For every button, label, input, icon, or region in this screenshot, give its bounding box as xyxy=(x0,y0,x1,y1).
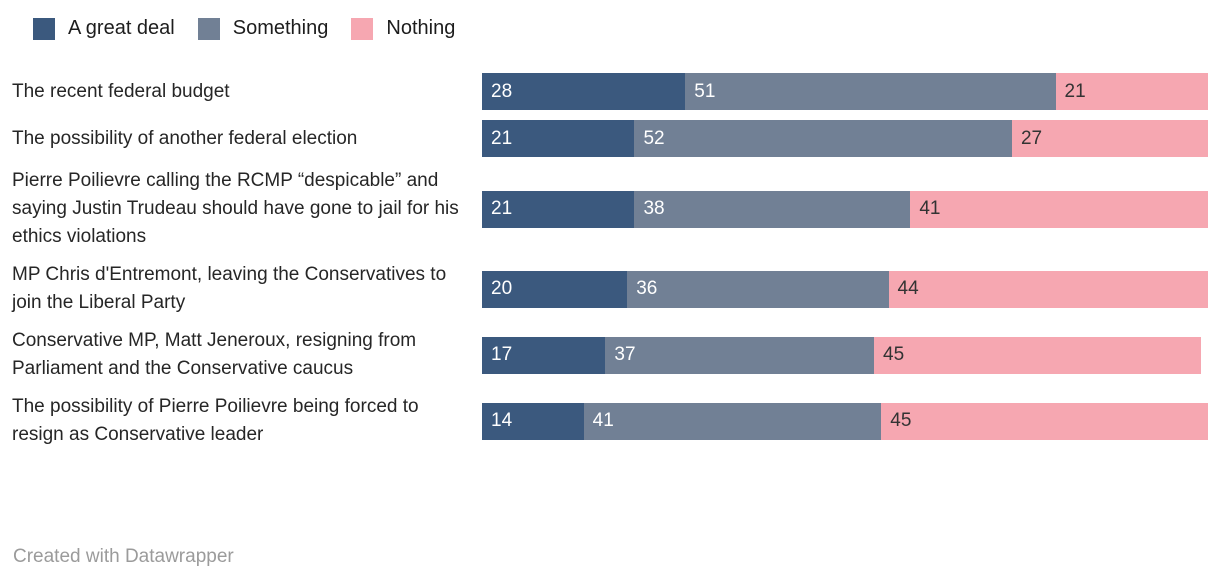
bar-segment-a-great-deal: 28 xyxy=(482,73,686,110)
stacked-bar: 21 52 27 xyxy=(482,120,1208,157)
bar-segment-a-great-deal: 20 xyxy=(482,270,628,308)
bar-segment-something: 38 xyxy=(634,190,911,228)
value-label: 21 xyxy=(491,127,513,149)
category-label: The possibility of another federal elect… xyxy=(12,127,358,149)
value-label: 41 xyxy=(592,410,614,431)
value-label: 21 xyxy=(491,198,513,219)
bar-segment-nothing: 45 xyxy=(874,336,1201,374)
bar-segment-something: 37 xyxy=(605,336,875,374)
bar-segment-nothing: 44 xyxy=(888,270,1208,308)
bar-segment-something: 36 xyxy=(627,270,889,308)
value-label: 36 xyxy=(636,278,658,299)
bar-segment-a-great-deal: 21 xyxy=(482,190,635,228)
chart-row: MP Chris d'Entremont, leaving the Conser… xyxy=(12,261,1208,317)
category-label: The recent federal budget xyxy=(12,80,230,102)
bar-segment-a-great-deal: 17 xyxy=(482,336,606,374)
category-label: The possibility of Pierre Poilievre bein… xyxy=(12,396,419,445)
bar-segment-nothing: 45 xyxy=(881,402,1208,440)
value-label: 17 xyxy=(491,344,513,365)
value-label: 28 xyxy=(491,80,513,102)
bar-segment-a-great-deal: 21 xyxy=(482,120,635,157)
category-label: MP Chris d'Entremont, leaving the Conser… xyxy=(12,264,447,313)
legend-label: Nothing xyxy=(386,17,456,39)
stacked-bar-chart: The recent federal budget 28 51 21 The possi… xyxy=(12,73,1208,449)
legend: A great deal Something Nothing xyxy=(33,17,1208,40)
legend-swatch-something xyxy=(197,17,220,40)
bar-segment-nothing: 41 xyxy=(910,190,1208,228)
chart-row: The recent federal budget 28 51 21 xyxy=(12,73,1208,110)
chart-row: The possibility of Pierre Poilievre bein… xyxy=(12,393,1208,449)
legend-swatch-a-great-deal xyxy=(33,17,55,40)
bar-segment-nothing: 27 xyxy=(1011,120,1208,157)
stacked-bar: 20 36 44 xyxy=(482,270,1208,308)
legend-label: Something xyxy=(232,17,329,39)
value-label: 38 xyxy=(643,198,665,219)
attribution-link[interactable]: Created with Datawrapper xyxy=(13,546,234,567)
category-label: Pierre Poilievre calling the RCMP “despi… xyxy=(12,170,459,247)
value-label: 37 xyxy=(614,344,636,365)
legend-item-something: Something xyxy=(197,17,329,40)
value-label: 20 xyxy=(491,278,513,299)
value-label: 45 xyxy=(890,410,912,431)
value-label: 44 xyxy=(897,278,919,299)
chart-row: Pierre Poilievre calling the RCMP “despi… xyxy=(12,167,1208,251)
value-label: 52 xyxy=(643,127,665,149)
bar-segment-a-great-deal: 14 xyxy=(482,402,584,440)
legend-item-nothing: Nothing xyxy=(351,17,455,40)
value-label: 41 xyxy=(919,198,941,219)
stacked-bar: 14 41 45 xyxy=(482,402,1208,440)
chart-row: The possibility of another federal elect… xyxy=(12,120,1208,157)
bar-segment-something: 41 xyxy=(583,402,882,440)
category-label: Conservative MP, Matt Jeneroux, resignin… xyxy=(12,330,417,379)
bar-segment-something: 52 xyxy=(634,120,1012,157)
value-label: 21 xyxy=(1064,80,1086,102)
chart-row: Conservative MP, Matt Jeneroux, resignin… xyxy=(12,327,1208,383)
value-label: 14 xyxy=(491,410,513,431)
legend-item-a-great-deal: A great deal xyxy=(33,17,175,40)
legend-swatch-nothing xyxy=(351,17,374,40)
stacked-bar: 17 37 45 xyxy=(482,336,1208,374)
value-label: 51 xyxy=(694,80,716,102)
bar-segment-nothing: 21 xyxy=(1055,73,1208,110)
stacked-bar: 21 38 41 xyxy=(482,190,1208,228)
legend-label: A great deal xyxy=(68,17,175,39)
stacked-bar: 28 51 21 xyxy=(482,73,1208,110)
value-label: 45 xyxy=(883,344,905,365)
value-label: 27 xyxy=(1020,127,1043,149)
bar-segment-something: 51 xyxy=(685,73,1056,110)
